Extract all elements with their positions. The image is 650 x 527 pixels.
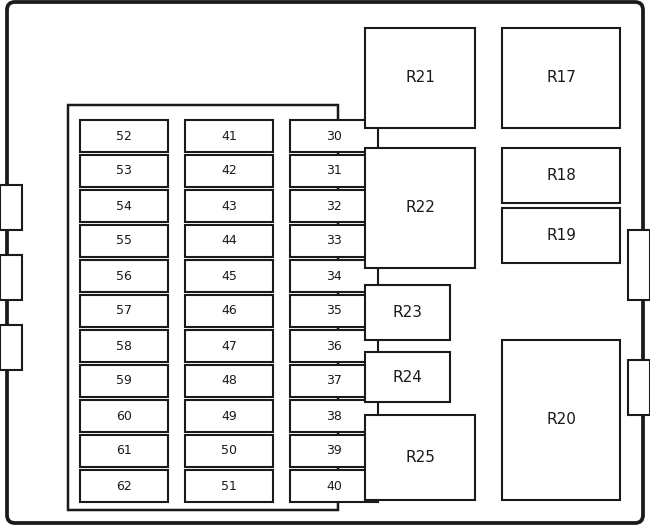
Text: 51: 51	[221, 480, 237, 493]
Text: 35: 35	[326, 305, 342, 317]
Bar	[365, 415, 475, 500]
Bar	[185, 330, 273, 362]
Text: R17: R17	[546, 71, 576, 85]
Bar	[80, 470, 168, 502]
Text: 47: 47	[221, 339, 237, 353]
Bar	[80, 120, 168, 152]
Bar	[80, 330, 168, 362]
Bar	[290, 470, 378, 502]
Bar	[80, 225, 168, 257]
Bar	[80, 435, 168, 467]
Text: 52: 52	[116, 130, 132, 142]
Bar	[628, 230, 650, 300]
Text: 50: 50	[221, 444, 237, 457]
Bar	[80, 155, 168, 187]
Text: 60: 60	[116, 409, 132, 423]
Text: 55: 55	[116, 235, 132, 248]
Bar	[185, 155, 273, 187]
Text: 57: 57	[116, 305, 132, 317]
Text: R22: R22	[405, 200, 435, 216]
Bar	[185, 400, 273, 432]
Bar	[628, 360, 650, 415]
Bar	[290, 225, 378, 257]
Text: 36: 36	[326, 339, 342, 353]
Text: 54: 54	[116, 200, 132, 212]
Text: 59: 59	[116, 375, 132, 387]
Text: 38: 38	[326, 409, 342, 423]
Bar	[290, 260, 378, 292]
Text: 46: 46	[221, 305, 237, 317]
Text: R24: R24	[393, 369, 422, 385]
Text: 40: 40	[326, 480, 342, 493]
Bar	[0, 325, 22, 370]
Bar	[185, 225, 273, 257]
Bar	[290, 295, 378, 327]
Text: 48: 48	[221, 375, 237, 387]
Text: 44: 44	[221, 235, 237, 248]
Bar	[185, 260, 273, 292]
Text: R18: R18	[546, 168, 576, 183]
Bar	[80, 295, 168, 327]
Bar	[0, 255, 22, 300]
Text: 37: 37	[326, 375, 342, 387]
Bar	[502, 208, 620, 263]
Bar	[365, 28, 475, 128]
Bar	[80, 400, 168, 432]
Bar	[290, 400, 378, 432]
Bar	[185, 120, 273, 152]
Bar	[185, 470, 273, 502]
Bar	[80, 365, 168, 397]
Bar	[290, 435, 378, 467]
Text: R21: R21	[405, 71, 435, 85]
Bar	[502, 340, 620, 500]
Bar	[502, 28, 620, 128]
Text: 58: 58	[116, 339, 132, 353]
Bar	[290, 120, 378, 152]
Bar	[80, 190, 168, 222]
Text: 49: 49	[221, 409, 237, 423]
Text: 53: 53	[116, 164, 132, 178]
Text: R23: R23	[393, 305, 422, 320]
Bar	[185, 435, 273, 467]
Text: 34: 34	[326, 269, 342, 282]
Bar	[365, 285, 450, 340]
Text: 32: 32	[326, 200, 342, 212]
Text: 33: 33	[326, 235, 342, 248]
Bar	[68, 105, 338, 510]
Text: 39: 39	[326, 444, 342, 457]
Bar	[290, 190, 378, 222]
Text: 56: 56	[116, 269, 132, 282]
Bar	[185, 295, 273, 327]
Bar	[365, 352, 450, 402]
Text: 45: 45	[221, 269, 237, 282]
Text: 31: 31	[326, 164, 342, 178]
Text: 43: 43	[221, 200, 237, 212]
Bar	[80, 260, 168, 292]
Text: R25: R25	[405, 450, 435, 465]
Text: 61: 61	[116, 444, 132, 457]
FancyBboxPatch shape	[7, 2, 643, 523]
Bar	[290, 155, 378, 187]
Bar	[365, 148, 475, 268]
Bar	[185, 365, 273, 397]
Text: 62: 62	[116, 480, 132, 493]
Text: R19: R19	[546, 228, 576, 243]
Text: 42: 42	[221, 164, 237, 178]
Text: 30: 30	[326, 130, 342, 142]
Text: 41: 41	[221, 130, 237, 142]
Bar	[502, 148, 620, 203]
Text: R20: R20	[546, 413, 576, 427]
Bar	[0, 185, 22, 230]
Bar	[290, 365, 378, 397]
Bar	[185, 190, 273, 222]
Bar	[290, 330, 378, 362]
